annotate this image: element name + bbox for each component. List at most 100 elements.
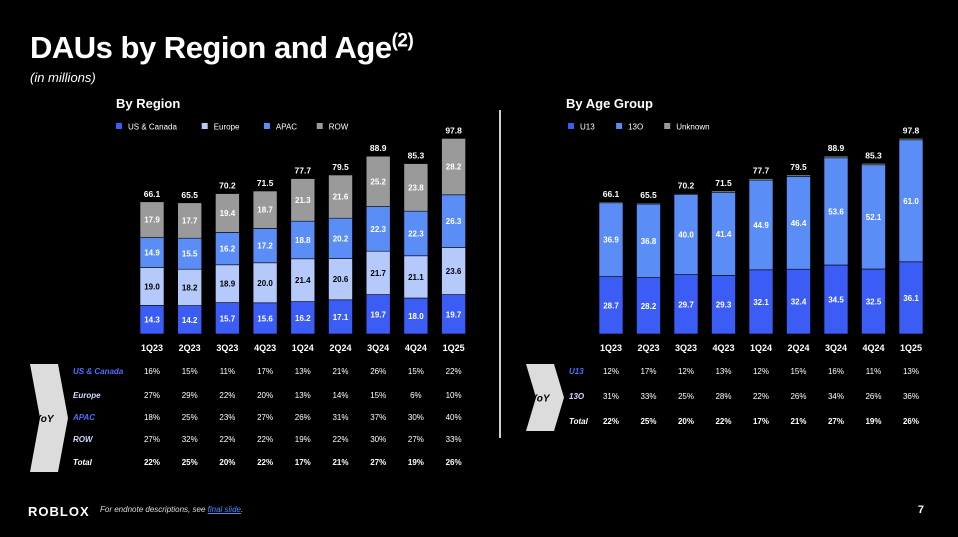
total-label: 65.5 (640, 190, 657, 200)
bar-segment (861, 268, 886, 335)
yoy-value: 28% (715, 392, 731, 401)
x-tick-label: 1Q25 (900, 343, 922, 353)
yoy-value: 26% (295, 413, 311, 422)
yoy-value: 19% (408, 458, 424, 467)
yoy-value: 20% (219, 458, 235, 467)
data-label: 14.2 (182, 316, 198, 325)
x-tick-label: 2Q23 (637, 343, 659, 353)
total-label: 79.5 (790, 162, 807, 172)
total-label: 88.9 (370, 143, 387, 153)
bar-segment (139, 237, 165, 268)
data-label: 52.1 (866, 213, 882, 222)
data-label: 53.6 (828, 207, 844, 216)
yoy-value: 32% (182, 435, 198, 444)
data-label: 16.2 (295, 314, 311, 323)
yoy-value: 22% (332, 435, 348, 444)
yoy-value: 33% (446, 435, 462, 444)
yoy-value: 27% (408, 435, 424, 444)
total-label: 88.9 (828, 143, 845, 153)
bar-segment (711, 190, 736, 193)
data-label: 15.6 (257, 314, 273, 323)
yoy-row-label: Europe (73, 391, 101, 400)
bar-segment (598, 202, 624, 277)
yoy-value: 14% (332, 391, 348, 400)
yoy-row-label: Total (73, 458, 93, 467)
yoy-row-label: Total (569, 417, 589, 426)
bar-segment (748, 269, 774, 335)
bar-segment (636, 277, 661, 335)
legend-swatch (568, 123, 574, 129)
yoy-value: 17% (640, 367, 656, 376)
data-label: 18.7 (257, 206, 273, 215)
legend-label: Unknown (676, 123, 709, 132)
yoy-value: 33% (640, 392, 656, 401)
yoy-value: 16% (144, 367, 160, 376)
data-label: 25.2 (370, 177, 386, 186)
total-label: 97.8 (903, 125, 920, 135)
yoy-value: 25% (182, 458, 198, 467)
data-label: 17.1 (333, 313, 349, 322)
bar-segment (861, 163, 886, 166)
yoy-chevron (526, 364, 564, 431)
yoy-value: 25% (678, 392, 694, 401)
roblox-logo: ROBLOX (28, 504, 90, 519)
data-label: 21.4 (295, 276, 311, 285)
x-tick-label: 4Q23 (712, 343, 734, 353)
bar-segment (177, 202, 202, 239)
data-label: 19.0 (144, 282, 160, 291)
data-label: 20.2 (333, 234, 349, 243)
yoy-value: 25% (640, 417, 656, 426)
data-label: 14.9 (144, 249, 160, 258)
data-label: 32.5 (866, 298, 882, 307)
x-tick-label: 1Q25 (443, 343, 465, 353)
data-label: 36.1 (903, 294, 919, 303)
total-label: 66.1 (144, 189, 161, 199)
yoy-label: YoY (530, 394, 550, 405)
yoy-value: 22% (219, 435, 235, 444)
legend-swatch (616, 123, 623, 129)
data-label: 15.7 (220, 314, 236, 323)
yoy-value: 27% (257, 413, 273, 422)
yoy-value: 19% (865, 417, 881, 426)
total-label: 65.5 (181, 190, 198, 200)
x-tick-label: 1Q24 (292, 343, 314, 353)
bar-segment (786, 268, 811, 335)
bar-segment (898, 139, 924, 263)
data-label: 19.7 (446, 310, 462, 319)
legend-swatch (316, 123, 323, 129)
total-label: 77.7 (295, 166, 312, 176)
yoy-value: 27% (144, 391, 160, 400)
bar-segment (252, 262, 278, 304)
x-tick-label: 3Q23 (216, 343, 238, 353)
bar-segment (673, 193, 699, 195)
x-tick-label: 2Q23 (179, 343, 201, 353)
bar-segment (290, 178, 316, 222)
bar-segment (636, 202, 661, 205)
yoy-value: 21% (790, 417, 806, 426)
chart-title: By Age Group (566, 96, 653, 111)
data-label: 18.9 (220, 280, 236, 289)
total-label: 70.2 (678, 181, 695, 191)
data-label: 18.2 (182, 283, 198, 292)
yoy-value: 11% (220, 367, 235, 376)
x-tick-label: 1Q23 (600, 343, 622, 353)
data-label: 18.8 (295, 236, 311, 245)
yoy-value: 26% (903, 417, 919, 426)
bar-segment (177, 305, 202, 335)
legend-swatch (201, 123, 208, 129)
data-label: 22.3 (408, 230, 424, 239)
data-label: 32.4 (791, 298, 807, 307)
yoy-row-label: US & Canada (73, 367, 124, 376)
yoy-value: 22% (753, 392, 769, 401)
yoy-value: 22% (603, 417, 619, 426)
yoy-value: 26% (865, 392, 881, 401)
x-tick-label: 1Q23 (141, 343, 163, 353)
data-label: 21.6 (333, 193, 349, 202)
page-title: DAUs by Region and Age(2) (30, 30, 414, 65)
total-label: 71.5 (715, 178, 732, 188)
yoy-value: 15% (790, 367, 806, 376)
bar-segment (861, 164, 886, 270)
final-slide-link[interactable]: final slide (207, 505, 241, 514)
yoy-value: 40% (446, 413, 462, 422)
yoy-value: 19% (295, 435, 311, 444)
